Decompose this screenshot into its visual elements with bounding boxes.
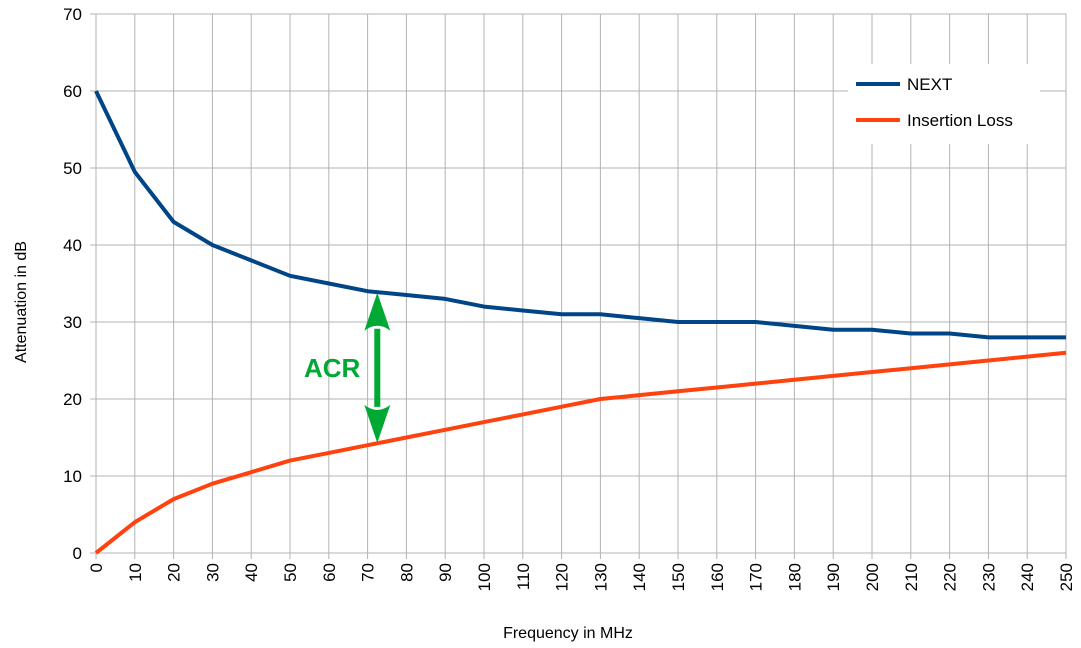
x-tick-label: 0 (87, 563, 106, 572)
x-tick-label: 210 (902, 563, 921, 591)
x-tick-label: 10 (126, 563, 145, 582)
series-line-next (94, 90, 1066, 340)
acr-label: ACR (304, 353, 361, 383)
x-tick-label: 50 (281, 563, 300, 582)
y-tick-label: 70 (63, 5, 82, 24)
x-tick-label: 250 (1057, 563, 1076, 591)
legend-label: Insertion Loss (907, 111, 1013, 130)
legend: NEXT Insertion Loss (848, 64, 1040, 144)
x-tick-label: 160 (708, 563, 727, 591)
x-axis-title: Frequency in MHz (503, 625, 633, 642)
x-tick-label: 120 (553, 563, 572, 591)
x-tick-label: 150 (669, 563, 688, 591)
x-tick-label: 240 (1018, 563, 1037, 591)
y-tick-label: 30 (63, 313, 82, 332)
x-tick-label: 30 (203, 563, 222, 582)
y-tick-label: 0 (73, 544, 82, 563)
x-tick-label: 170 (747, 563, 766, 591)
x-tick-label: 200 (863, 563, 882, 591)
x-tick-label: 110 (514, 563, 533, 590)
x-tick-label: 70 (359, 563, 378, 582)
acr-arrow-head-up (364, 292, 391, 331)
legend-label: NEXT (907, 75, 952, 94)
x-tick-label: 80 (397, 563, 416, 582)
x-tick-label: 60 (320, 563, 339, 582)
legend-box (848, 64, 1040, 144)
x-tick-label: 180 (785, 563, 804, 591)
tick-labels: 0 10 20 30 40 50 60 70 0 10 20 30 40 50 60 70 80 90 100 110… (63, 5, 1076, 591)
acr-annotation: ACR (304, 292, 391, 443)
x-tick-label: 220 (941, 563, 960, 591)
grid (90, 13, 1067, 559)
x-tick-label: 20 (165, 563, 184, 582)
x-tick-label: 40 (242, 563, 261, 582)
y-tick-label: 50 (63, 159, 82, 178)
x-tick-label: 100 (475, 563, 494, 591)
y-tick-label: 60 (63, 82, 82, 101)
y-tick-label: 20 (63, 390, 82, 409)
y-tick-label: 10 (63, 467, 82, 486)
acr-arrow-head-down (364, 404, 391, 443)
x-tick-label: 130 (591, 563, 610, 591)
y-tick-label: 40 (63, 236, 82, 255)
series-lines (94, 90, 1067, 555)
x-tick-label: 140 (630, 563, 649, 591)
x-tick-label: 190 (824, 563, 843, 591)
x-tick-label: 90 (436, 563, 455, 582)
y-axis-title: Attenuation in dB (13, 241, 30, 363)
x-tick-label: 230 (979, 563, 998, 591)
series-line-insertion-loss (94, 350, 1067, 555)
